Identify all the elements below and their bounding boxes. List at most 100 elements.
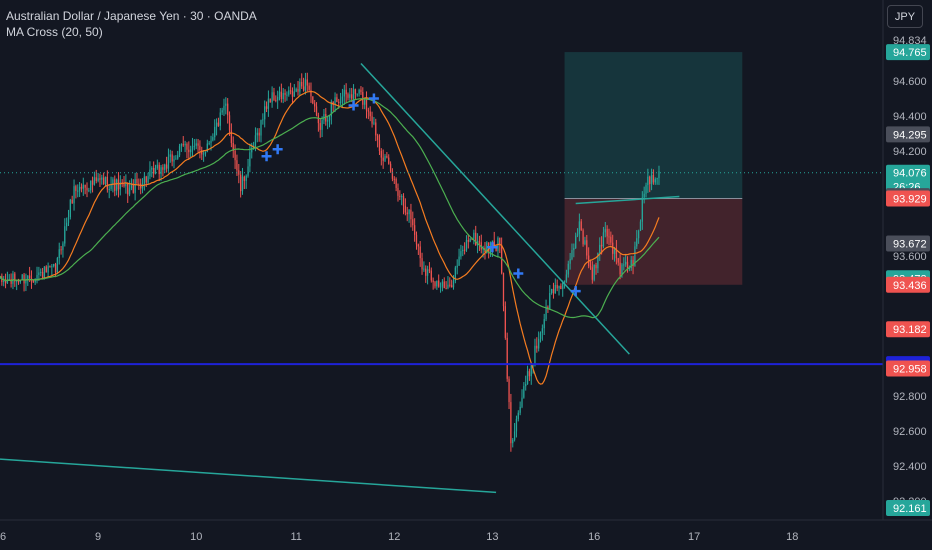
candle-body	[513, 431, 516, 440]
time-tick-label: 9	[95, 531, 101, 543]
candle-body	[117, 179, 120, 190]
candle-body	[560, 285, 562, 290]
candle-body	[386, 156, 388, 158]
candle-body	[354, 89, 357, 94]
candle-body	[138, 183, 140, 185]
candle-body	[341, 96, 344, 102]
candle-body	[197, 143, 199, 146]
candle-body	[140, 183, 142, 189]
candle-body	[336, 97, 338, 102]
candle-body	[212, 137, 214, 141]
candle-body	[639, 221, 642, 231]
candle-body	[439, 286, 442, 288]
trendline	[360, 62, 630, 355]
candle-body	[232, 143, 234, 151]
candle-body	[463, 249, 466, 251]
candle-body	[445, 288, 447, 290]
time-tick-label: 16	[588, 531, 600, 543]
ma-cross-marker	[368, 93, 379, 104]
candle-body	[228, 115, 231, 131]
candle-body	[328, 116, 331, 121]
candle-body	[602, 232, 605, 247]
candle-body	[332, 101, 334, 105]
candle-body	[436, 280, 438, 287]
candle-body	[190, 149, 192, 153]
ma-cross-marker	[570, 286, 581, 297]
candle-body	[536, 345, 538, 349]
candle-body	[97, 178, 99, 181]
candle-body	[3, 280, 5, 283]
candle-body	[539, 332, 542, 339]
candle-body	[171, 154, 173, 162]
candle-body	[110, 184, 112, 189]
candle-body	[56, 258, 59, 273]
candle-body	[399, 195, 401, 197]
candle-body	[543, 319, 545, 329]
candle-body	[254, 135, 257, 147]
candle-body	[530, 365, 532, 377]
candle-body	[578, 221, 581, 234]
ma-cross-marker	[348, 100, 359, 111]
candle-body	[323, 114, 325, 121]
candle-body	[575, 235, 577, 248]
candle-body	[649, 176, 651, 185]
price-badge-label: 93.929	[893, 193, 927, 205]
candle-body	[280, 91, 283, 100]
candle-body	[265, 106, 268, 109]
candle-body	[71, 199, 73, 204]
candle-body	[456, 265, 458, 268]
loss-zone	[564, 198, 743, 285]
candle-body	[230, 130, 233, 144]
candle-body	[412, 219, 414, 226]
candle-body	[401, 196, 403, 198]
candle-body	[288, 90, 290, 95]
candle-body	[447, 284, 449, 289]
candle-body	[306, 79, 308, 86]
candle-body	[295, 89, 297, 92]
candle-body	[264, 106, 266, 120]
candle-body	[586, 240, 588, 256]
candle-body	[486, 242, 488, 253]
candle-body	[517, 412, 519, 419]
price-badge	[886, 276, 930, 293]
candle-body	[112, 179, 114, 185]
candle-body	[191, 146, 194, 150]
candle-body	[380, 150, 382, 158]
candle-body	[154, 168, 157, 174]
candle-body	[652, 175, 655, 183]
candle-body	[175, 158, 177, 160]
candle-body	[238, 170, 240, 175]
candle-body	[291, 91, 294, 97]
price-badge	[886, 126, 930, 143]
candle-body	[65, 222, 68, 227]
candle-body	[404, 205, 407, 213]
candle-body	[599, 244, 601, 253]
candle-body	[600, 244, 603, 247]
candle-body	[438, 280, 440, 287]
candle-body	[558, 285, 560, 289]
candle-body	[569, 258, 571, 264]
candle-body	[143, 176, 146, 184]
candle-body	[567, 263, 569, 275]
candle-body	[317, 115, 320, 124]
candle-body	[108, 188, 110, 190]
candle-body	[634, 246, 636, 266]
candle-body	[47, 266, 49, 273]
candle-body	[630, 259, 632, 269]
time-tick-label: 12	[388, 531, 400, 543]
candle-body	[151, 167, 153, 170]
candle-body	[502, 273, 505, 307]
candle-body	[106, 176, 109, 190]
candle-body	[286, 94, 288, 96]
candle-body	[626, 261, 629, 269]
candle-body	[591, 267, 593, 280]
candle-body	[75, 186, 77, 191]
candle-body	[356, 93, 358, 95]
price-badge	[886, 164, 930, 195]
candle-body	[180, 144, 183, 147]
candle-body	[378, 140, 381, 151]
candle-body	[364, 99, 366, 105]
currency-button[interactable]: JPY	[887, 5, 923, 28]
